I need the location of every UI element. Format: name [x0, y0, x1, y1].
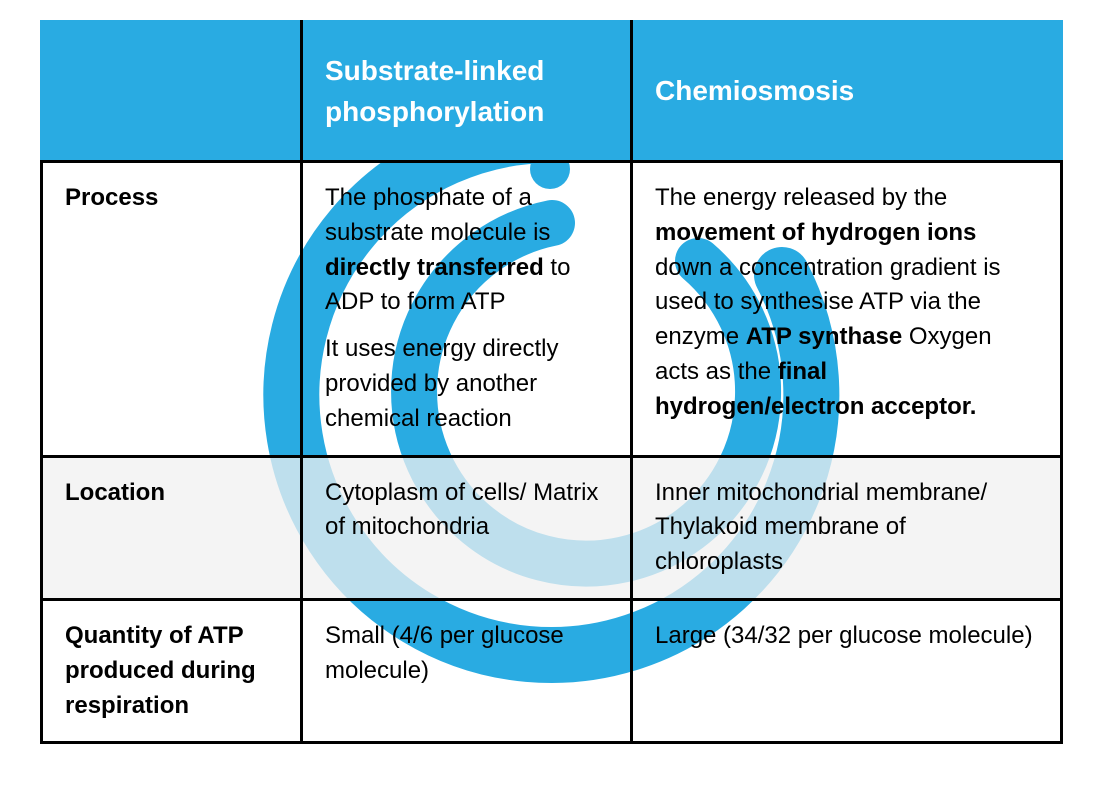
cell-text: The energy released by the movement of h… [655, 181, 1038, 425]
header-substrate: Substrate-linked phosphorylation [302, 22, 632, 162]
cell-text: The phosphate of a substrate molecule is… [325, 181, 608, 320]
cell-process-substrate: The phosphate of a substrate molecule is… [302, 162, 632, 457]
cell-text: It uses energy directly provided by anot… [325, 332, 608, 436]
cell-location-chemiosmosis: Inner mitochondrial membrane/ Thylakoid … [632, 456, 1062, 599]
cell-atp-chemiosmosis: Large (34/32 per glucose molecule) [632, 599, 1062, 742]
header-blank [42, 22, 302, 162]
cell-atp-substrate: Small (4/6 per glucose molecule) [302, 599, 632, 742]
row-label-location: Location [42, 456, 302, 599]
table-row: Location Cytoplasm of cells/ Matrix of m… [42, 456, 1062, 599]
comparison-table: Substrate-linked phosphorylation Chemios… [40, 20, 1060, 744]
row-label-atp-quantity: Quantity of ATP produced during respirat… [42, 599, 302, 742]
table-row: Quantity of ATP produced during respirat… [42, 599, 1062, 742]
row-label-process: Process [42, 162, 302, 457]
table-header-row: Substrate-linked phosphorylation Chemios… [42, 22, 1062, 162]
header-chemiosmosis: Chemiosmosis [632, 22, 1062, 162]
table-row: Process The phosphate of a substrate mol… [42, 162, 1062, 457]
cell-location-substrate: Cytoplasm of cells/ Matrix of mitochondr… [302, 456, 632, 599]
cell-process-chemiosmosis: The energy released by the movement of h… [632, 162, 1062, 457]
